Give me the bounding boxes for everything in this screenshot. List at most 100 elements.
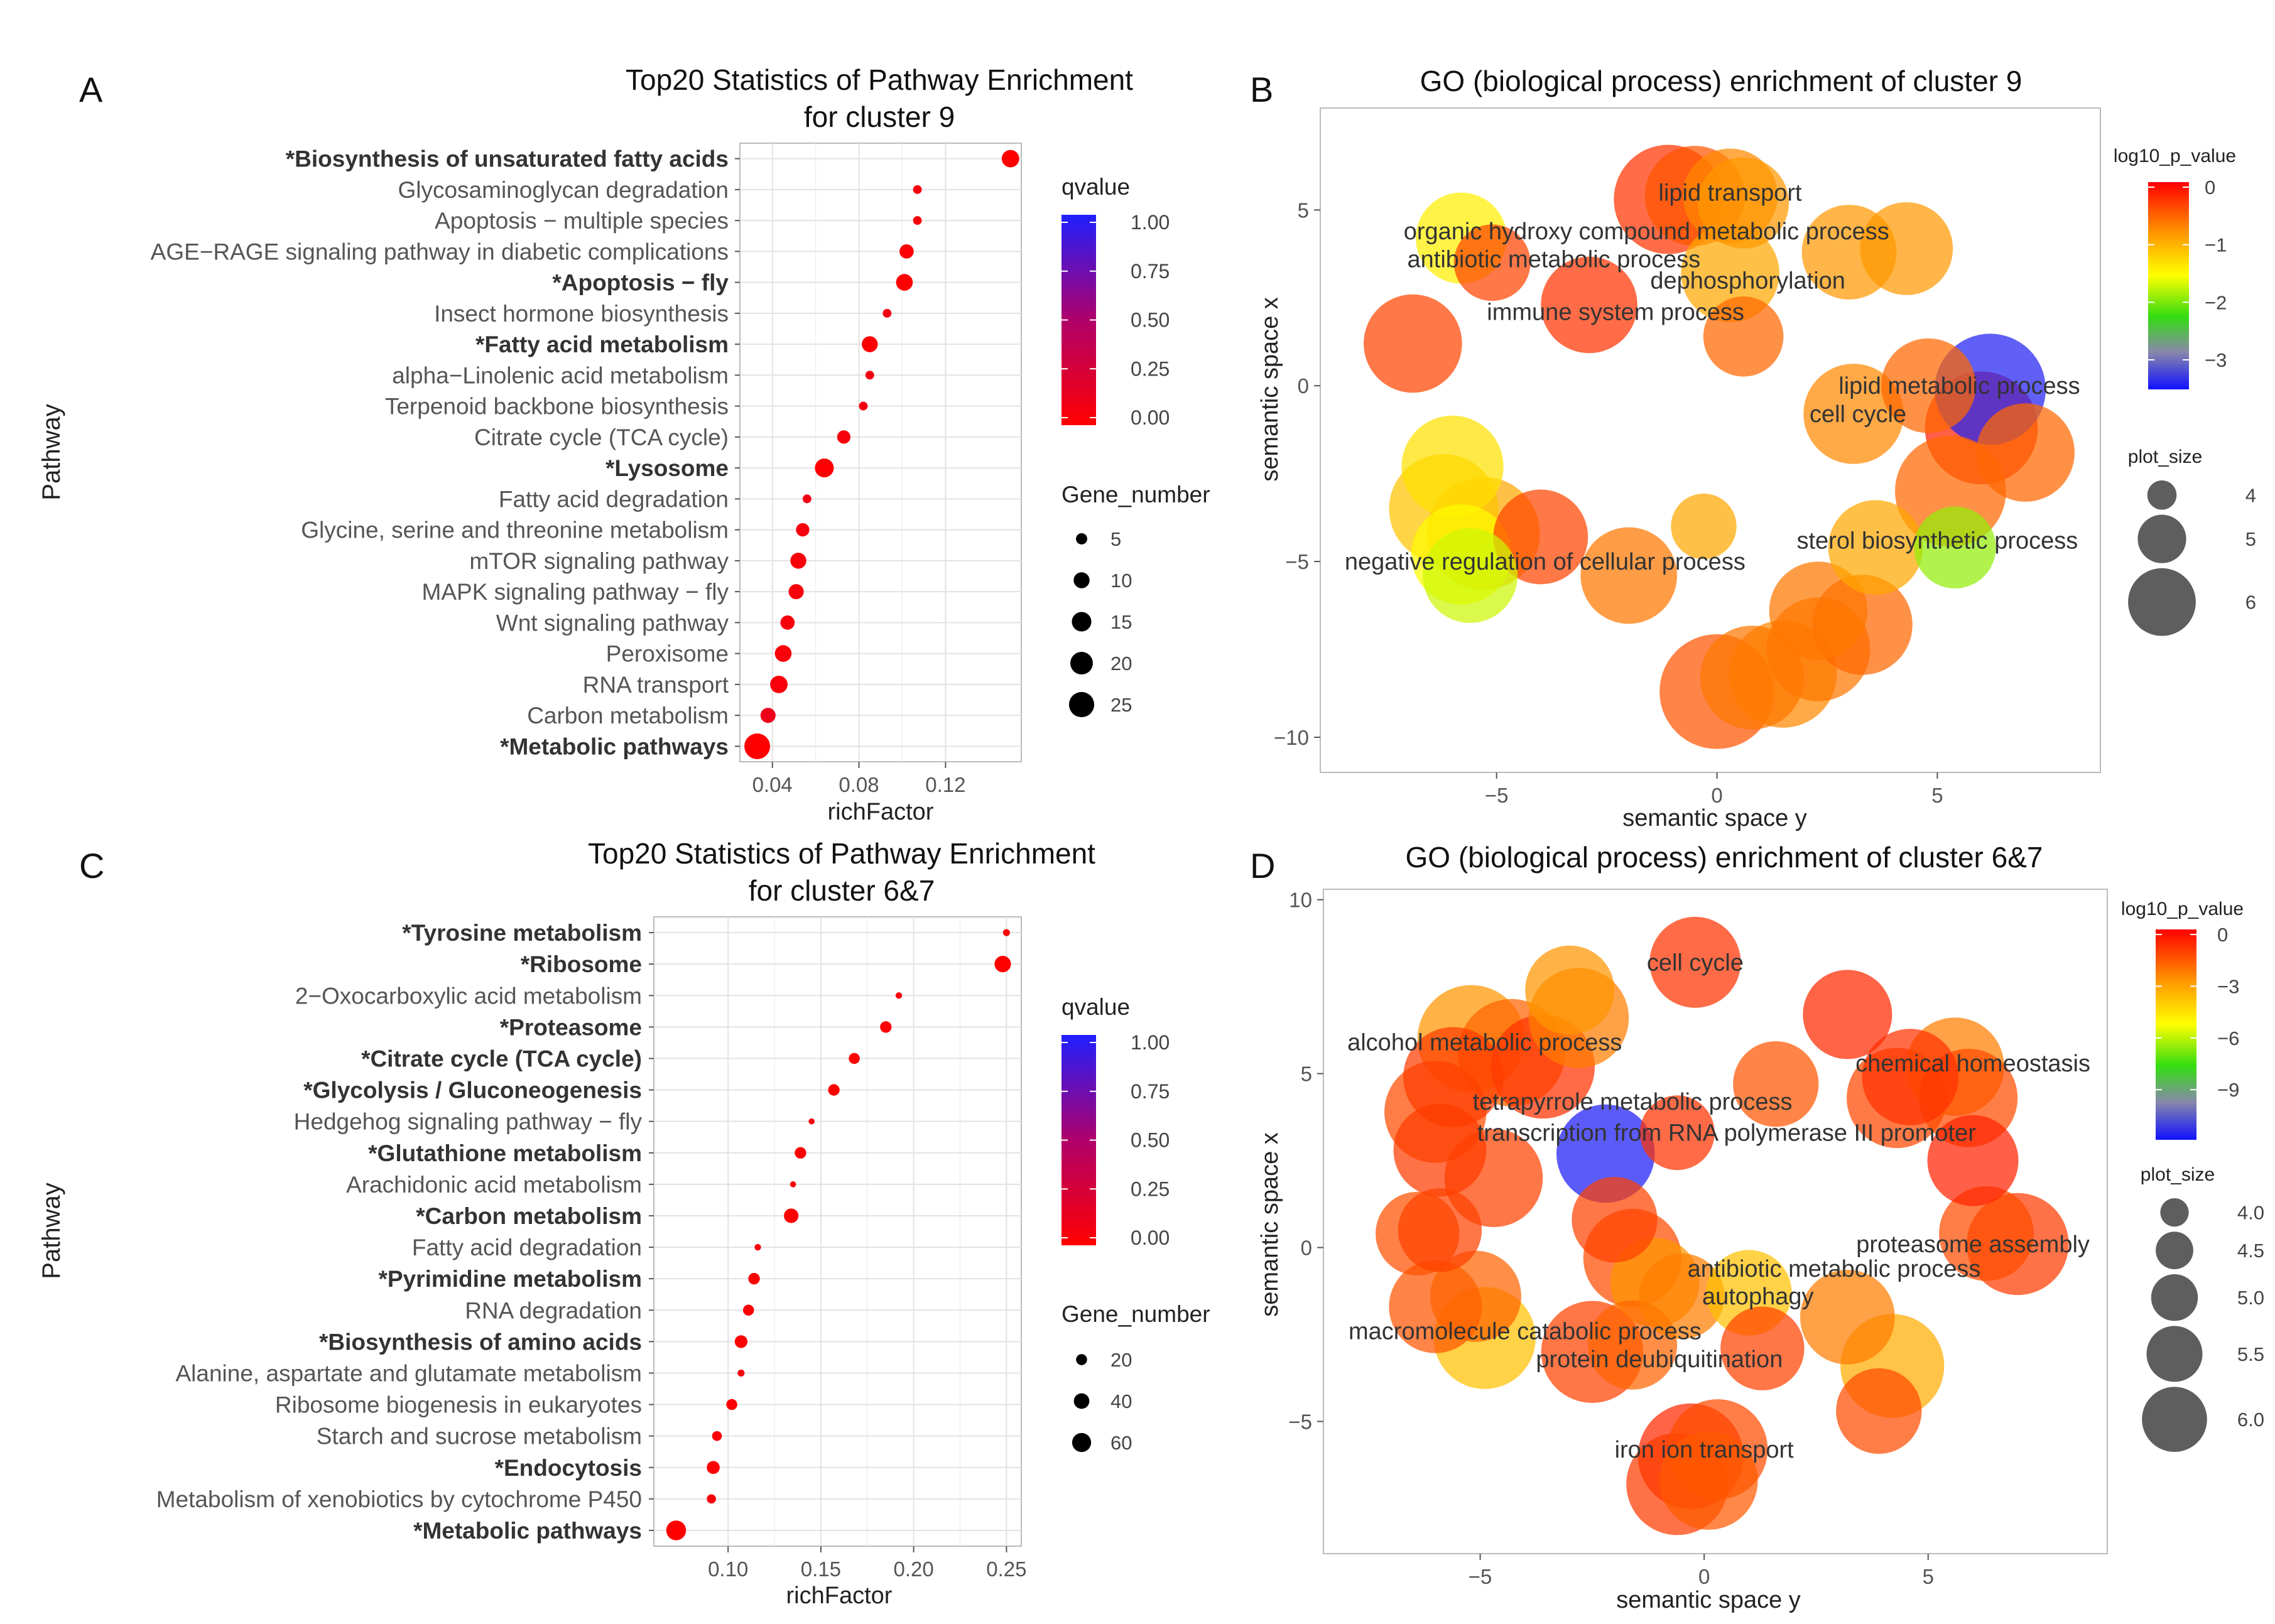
category-label: RNA degradation [465, 1297, 642, 1323]
size-legend-label: 15 [1110, 611, 1132, 633]
data-point [666, 1520, 687, 1540]
data-point [828, 1084, 840, 1096]
category-label: *Pyrimidine metabolism [379, 1266, 642, 1292]
bubble-annotation: alcohol metabolic process [1347, 1030, 1622, 1056]
category-label: Fatty acid degradation [412, 1235, 642, 1260]
size-legend-label: 10 [1110, 570, 1132, 592]
category-label: Insect hormone biosynthesis [434, 301, 729, 327]
x-tick-label: 0 [1711, 784, 1722, 807]
size-legend-label: 40 [1110, 1390, 1132, 1412]
category-label: alpha−Linolenic acid metabolism [392, 362, 729, 388]
size-legend-label: 5 [1110, 528, 1121, 550]
category-label: 2−Oxocarboxylic acid metabolism [295, 983, 642, 1009]
bubble [1541, 256, 1637, 354]
data-point [862, 336, 878, 352]
size-legend-dot [1073, 1393, 1090, 1409]
data-point [754, 1243, 761, 1251]
data-point [790, 1181, 796, 1188]
bubble [1639, 1253, 1725, 1340]
size-legend-dot [1072, 612, 1092, 632]
plot-area [739, 143, 1022, 762]
bubble-annotation: cell cycle [1810, 401, 1906, 428]
category-label: *Metabolic pathways [413, 1518, 642, 1544]
x-axis-label: richFactor [786, 1583, 893, 1609]
bubble-annotation: dephosphorylation [1650, 268, 1845, 294]
size-legend-label: 20 [1110, 1349, 1132, 1371]
size-legend-label: 6.0 [2237, 1409, 2264, 1431]
category-label: RNA transport [583, 672, 729, 698]
bubble [1580, 527, 1678, 624]
bubble [1800, 1269, 1895, 1365]
data-point [726, 1399, 737, 1410]
color-legend-label: 1.00 [1131, 1031, 1170, 1054]
panel-a-pathway-enrichment-cluster-9: A Top20 Statistics of Pathway Enrichment f… [38, 63, 1210, 825]
bubble-annotation: sterol biosynthetic process [1796, 528, 2078, 555]
x-tick-label: 0.10 [708, 1557, 748, 1581]
y-axis-label: semantic space x [1257, 297, 1283, 482]
color-legend-label: −2 [2205, 291, 2227, 313]
data-point [796, 522, 810, 537]
y-axis-label: semantic space x [1257, 1132, 1283, 1317]
category-label: *Citrate cycle (TCA cycle) [361, 1046, 642, 1071]
bubble [1769, 561, 1868, 660]
color-legend-title: qvalue [1061, 174, 1130, 200]
size-legend-label: 4.0 [2237, 1202, 2264, 1224]
data-point [795, 1147, 806, 1159]
color-legend-label: 0.25 [1131, 357, 1170, 380]
size-legend-label: 4.5 [2237, 1240, 2264, 1262]
color-legend-title: qvalue [1061, 994, 1130, 1020]
color-legend-label: −3 [2217, 975, 2239, 997]
bubble [1423, 528, 1518, 623]
bubble-annotation: chemical homeostasis [1855, 1051, 2090, 1077]
bubble-annotation: proteasome assembly [1856, 1232, 2090, 1258]
bubble [1976, 403, 2075, 502]
chart-subtitle: for cluster 6&7 [749, 874, 935, 907]
size-legend-bubble [2160, 1198, 2189, 1227]
color-legend-label: 0.25 [1131, 1177, 1170, 1200]
data-point [707, 1494, 716, 1504]
data-point [744, 733, 771, 759]
category-label: Starch and sucrose metabolism [317, 1424, 642, 1449]
bubble-annotation: antibiotic metabolic process [1408, 247, 1701, 273]
size-legend-dot [1076, 1354, 1087, 1365]
bubble [1914, 506, 1996, 588]
x-tick-label: 5 [1923, 1565, 1934, 1588]
y-tick-label: 10 [1289, 889, 1312, 912]
color-legend-bar [2148, 182, 2189, 389]
bubble [1659, 1431, 1758, 1530]
data-point [734, 1335, 748, 1348]
bubble-annotation: transcription from RNA polymerase III pr… [1477, 1120, 1976, 1147]
y-tick-label: 5 [1298, 198, 1309, 222]
size-legend-title: Gene_number [1061, 482, 1210, 507]
data-point [808, 1118, 815, 1125]
category-label: *Endocytosis [495, 1455, 642, 1481]
color-legend-title: log10_p_value [2121, 899, 2244, 919]
category-label: Glycine, serine and threonine metabolism [301, 517, 729, 543]
size-legend-bubble [2147, 480, 2177, 510]
y-tick-label: 5 [1301, 1063, 1312, 1086]
size-legend-title: Gene_number [1061, 1301, 1210, 1327]
data-point [737, 1369, 745, 1377]
data-point [837, 430, 851, 444]
bubble [1927, 1115, 2019, 1206]
x-tick-label: −5 [1469, 1565, 1492, 1588]
category-label: Alanine, aspartate and glutamate metabol… [176, 1360, 643, 1386]
data-point [815, 458, 834, 478]
color-legend-label: 0.00 [1131, 406, 1170, 429]
data-point [899, 244, 914, 259]
bubble [1862, 1029, 1959, 1125]
x-axis-label: semantic space y [1616, 1587, 1801, 1613]
bubble [1572, 1177, 1658, 1263]
bubble-annotation: tetrapyrrole metabolic process [1473, 1089, 1793, 1115]
size-legend-title: plot_size [2141, 1164, 2215, 1185]
x-tick-label: 0.15 [801, 1557, 841, 1581]
color-legend-label: 0.75 [1131, 1080, 1170, 1103]
color-legend-label: 0.50 [1131, 1129, 1170, 1152]
category-label: *Metabolic pathways [500, 734, 729, 759]
size-legend-label: 60 [1110, 1432, 1132, 1454]
size-legend-dot [1070, 652, 1093, 674]
size-legend-label: 20 [1110, 652, 1132, 674]
data-point [913, 185, 922, 194]
color-legend-label: 1.00 [1131, 211, 1170, 234]
